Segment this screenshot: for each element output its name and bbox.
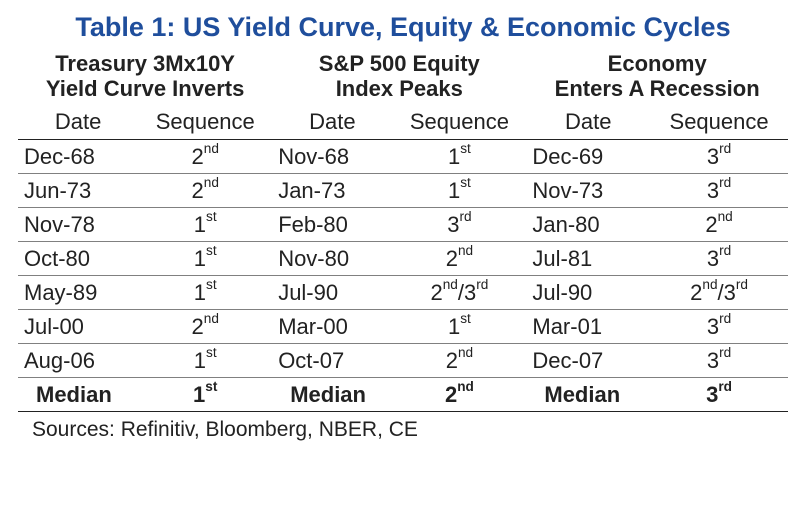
subhead-seq-1: Sequence xyxy=(392,105,526,140)
table-row: Aug-061stOct-072ndDec-073rd xyxy=(18,343,788,377)
group-head-0-line1: Treasury 3Mx10Y xyxy=(55,51,235,76)
table-row: Jun-732ndJan-731stNov-733rd xyxy=(18,173,788,207)
date-cell: Mar-01 xyxy=(526,309,650,343)
date-cell: Nov-73 xyxy=(526,173,650,207)
date-cell: Nov-80 xyxy=(272,241,392,275)
sequence-cell: 3rd xyxy=(650,241,788,275)
sequence-cell: 3rd xyxy=(650,309,788,343)
subhead-date-2: Date xyxy=(526,105,650,140)
sequence-cell: 2nd xyxy=(138,309,272,343)
sequence-cell: 2nd/3rd xyxy=(392,275,526,309)
date-cell: Nov-78 xyxy=(18,207,138,241)
sequence-cell: 1st xyxy=(392,309,526,343)
table-row: May-891stJul-902nd/3rdJul-902nd/3rd xyxy=(18,275,788,309)
median-sequence: 3rd xyxy=(650,377,788,411)
group-head-1-line1: S&P 500 Equity xyxy=(319,51,480,76)
sequence-cell: 1st xyxy=(138,343,272,377)
date-cell: Feb-80 xyxy=(272,207,392,241)
sequence-cell: 2nd/3rd xyxy=(650,275,788,309)
sequence-cell: 1st xyxy=(138,275,272,309)
date-cell: Dec-68 xyxy=(18,139,138,173)
source-line: Sources: Refinitiv, Bloomberg, NBER, CE xyxy=(18,412,788,442)
sequence-cell: 2nd xyxy=(138,173,272,207)
median-sequence: 2nd xyxy=(392,377,526,411)
date-cell: Jul-81 xyxy=(526,241,650,275)
table-row: Oct-801stNov-802ndJul-813rd xyxy=(18,241,788,275)
group-head-0-line2: Yield Curve Inverts xyxy=(46,76,244,101)
subhead-seq-0: Sequence xyxy=(138,105,272,140)
date-cell: Dec-69 xyxy=(526,139,650,173)
date-cell: Oct-07 xyxy=(272,343,392,377)
subhead-date-0: Date xyxy=(18,105,138,140)
sequence-cell: 3rd xyxy=(392,207,526,241)
date-cell: Jun-73 xyxy=(18,173,138,207)
group-head-2-line1: Economy xyxy=(608,51,707,76)
sequence-cell: 2nd xyxy=(650,207,788,241)
sub-header-row: Date Sequence Date Sequence Date Sequenc… xyxy=(18,105,788,140)
group-head-1-line2: Index Peaks xyxy=(336,76,463,101)
date-cell: Jul-00 xyxy=(18,309,138,343)
sequence-cell: 1st xyxy=(392,173,526,207)
sequence-cell: 2nd xyxy=(392,343,526,377)
date-cell: Jan-80 xyxy=(526,207,650,241)
sequence-cell: 1st xyxy=(138,241,272,275)
table-row: Dec-682ndNov-681stDec-693rd xyxy=(18,139,788,173)
sequence-cell: 3rd xyxy=(650,343,788,377)
group-header-row: Treasury 3Mx10Y Yield Curve Inverts S&P … xyxy=(18,49,788,105)
table-row: Jul-002ndMar-001stMar-013rd xyxy=(18,309,788,343)
date-cell: Oct-80 xyxy=(18,241,138,275)
group-head-1: S&P 500 Equity Index Peaks xyxy=(272,49,526,105)
table-body: Dec-682ndNov-681stDec-693rdJun-732ndJan-… xyxy=(18,139,788,411)
date-cell: Jul-90 xyxy=(272,275,392,309)
sequence-cell: 3rd xyxy=(650,139,788,173)
sequence-cell: 2nd xyxy=(392,241,526,275)
date-cell: Jul-90 xyxy=(526,275,650,309)
group-head-0: Treasury 3Mx10Y Yield Curve Inverts xyxy=(18,49,272,105)
median-label: Median xyxy=(272,377,392,411)
table-row: Nov-781stFeb-803rdJan-802nd xyxy=(18,207,788,241)
median-row: Median1stMedian2ndMedian3rd xyxy=(18,377,788,411)
date-cell: Dec-07 xyxy=(526,343,650,377)
subhead-seq-2: Sequence xyxy=(650,105,788,140)
median-label: Median xyxy=(18,377,138,411)
yield-curve-table: Treasury 3Mx10Y Yield Curve Inverts S&P … xyxy=(18,49,788,412)
table-title: Table 1: US Yield Curve, Equity & Econom… xyxy=(18,8,788,49)
sequence-cell: 1st xyxy=(392,139,526,173)
subhead-date-1: Date xyxy=(272,105,392,140)
date-cell: Jan-73 xyxy=(272,173,392,207)
group-head-2-line2: Enters A Recession xyxy=(555,76,760,101)
median-label: Median xyxy=(526,377,650,411)
sequence-cell: 1st xyxy=(138,207,272,241)
sequence-cell: 3rd xyxy=(650,173,788,207)
date-cell: May-89 xyxy=(18,275,138,309)
date-cell: Mar-00 xyxy=(272,309,392,343)
date-cell: Nov-68 xyxy=(272,139,392,173)
group-head-2: Economy Enters A Recession xyxy=(526,49,788,105)
median-sequence: 1st xyxy=(138,377,272,411)
date-cell: Aug-06 xyxy=(18,343,138,377)
sequence-cell: 2nd xyxy=(138,139,272,173)
